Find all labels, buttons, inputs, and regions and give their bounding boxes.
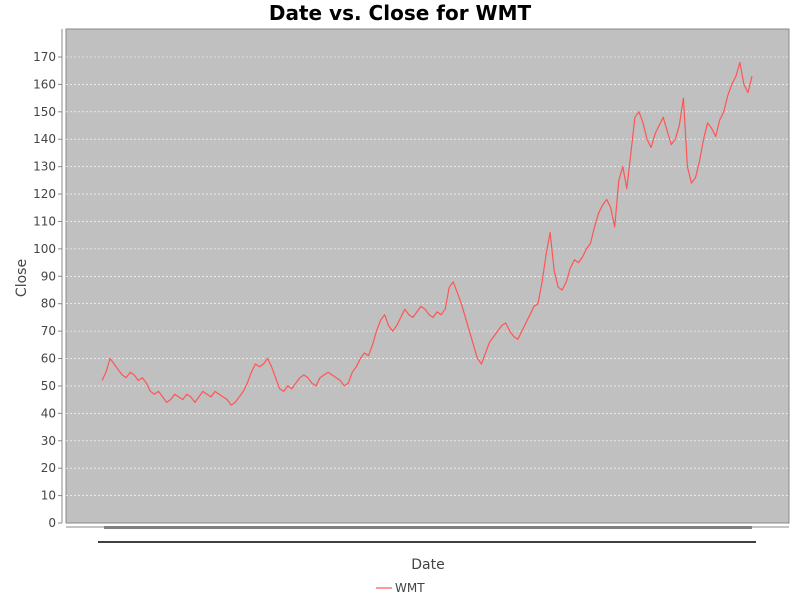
y-tick-label: 50 bbox=[41, 379, 56, 393]
y-tick-label: 70 bbox=[41, 324, 56, 338]
series-line-wmt bbox=[101, 61, 753, 406]
y-tick-label: 40 bbox=[41, 406, 56, 420]
gridlines bbox=[66, 56, 789, 496]
y-tick-label: 60 bbox=[41, 352, 56, 366]
y-axis-label: Close bbox=[14, 259, 30, 297]
y-tick-label: 0 bbox=[48, 516, 56, 530]
y-tick-label: 20 bbox=[41, 461, 56, 475]
legend: WMT bbox=[376, 581, 425, 595]
y-tick-label: 150 bbox=[33, 105, 56, 119]
x-axis-baseline bbox=[98, 541, 756, 543]
y-tick-label: 130 bbox=[33, 160, 56, 174]
x-axis-band bbox=[104, 526, 752, 529]
y-tick-label: 90 bbox=[41, 269, 56, 283]
legend-label-wmt: WMT bbox=[395, 581, 425, 595]
y-tick-label: 160 bbox=[33, 77, 56, 91]
y-tick-label: 140 bbox=[33, 132, 56, 146]
x-axis-label: Date bbox=[411, 557, 444, 573]
y-axis-ticks: 0 10 20 30 40 50 60 70 80 90 100 110 120 130 140 150 160… bbox=[33, 50, 62, 530]
y-tick-label: 30 bbox=[41, 434, 56, 448]
y-tick-label: 80 bbox=[41, 297, 56, 311]
y-tick-label: 110 bbox=[33, 214, 56, 228]
chart-title: Date vs. Close for WMT bbox=[269, 1, 532, 25]
y-tick-label: 100 bbox=[33, 242, 56, 256]
y-tick-label: 170 bbox=[33, 50, 56, 64]
y-tick-label: 10 bbox=[41, 489, 56, 503]
y-tick-label: 120 bbox=[33, 187, 56, 201]
